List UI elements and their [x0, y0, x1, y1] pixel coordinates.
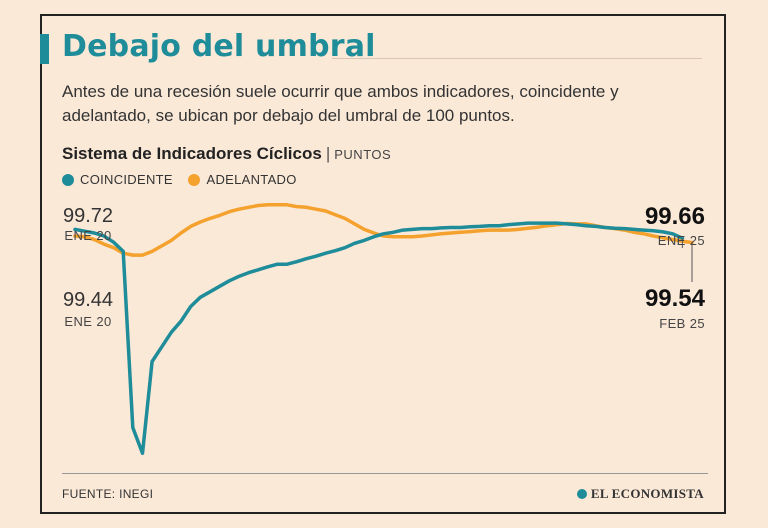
legend-dot-adelantado-icon [188, 173, 201, 186]
brand-globe-icon [576, 489, 587, 499]
annotation-value-1: 99.44 [63, 289, 113, 311]
annotation-date-0: ENE 20 [64, 228, 111, 243]
annotation-value-2: 99.66 [645, 203, 705, 230]
title-accent-bar [40, 34, 49, 64]
chart-title: Sistema de Indicadores Cíclicos [62, 144, 322, 163]
annotation-value-3: 99.54 [645, 285, 706, 312]
chart-title-row: Sistema de Indicadores Cíclicos | PUNTOS [62, 144, 391, 164]
title-divider [332, 58, 702, 59]
series-line-adelantado [73, 203, 694, 257]
brand-logo: EL ECONOMISTA [576, 486, 704, 502]
footer-divider [62, 473, 708, 474]
legend-label-adelantado: ADELANTADO [206, 172, 297, 187]
page-title: Debajo del umbral [62, 29, 376, 64]
legend-item-coincidente: COINCIDENTE [62, 172, 173, 187]
source-note: FUENTE: INEGI [62, 487, 154, 501]
annotation-date-3: FEB 25 [659, 316, 705, 331]
series-line-coincidente [73, 221, 685, 456]
legend-item-adelantado: ADELANTADO [188, 172, 296, 187]
infographic-frame: Debajo del umbral Antes de una recesión … [40, 14, 726, 514]
legend: COINCIDENTE ADELANTADO [62, 172, 309, 189]
annotation-date-2: ENE 25 [658, 233, 705, 248]
brand-name: EL ECONOMISTA [590, 486, 704, 501]
legend-dot-coincidente-icon [62, 173, 74, 186]
subtitle: Antes de una recesión suele ocurrir que … [62, 82, 619, 125]
chart-unit: PUNTOS [334, 147, 392, 162]
chart-title-separator: | [325, 144, 331, 163]
annotation-value-0: 99.72 [63, 205, 113, 227]
legend-label-coincidente: COINCIDENTE [80, 172, 173, 187]
annotation-date-1: ENE 20 [64, 314, 111, 329]
